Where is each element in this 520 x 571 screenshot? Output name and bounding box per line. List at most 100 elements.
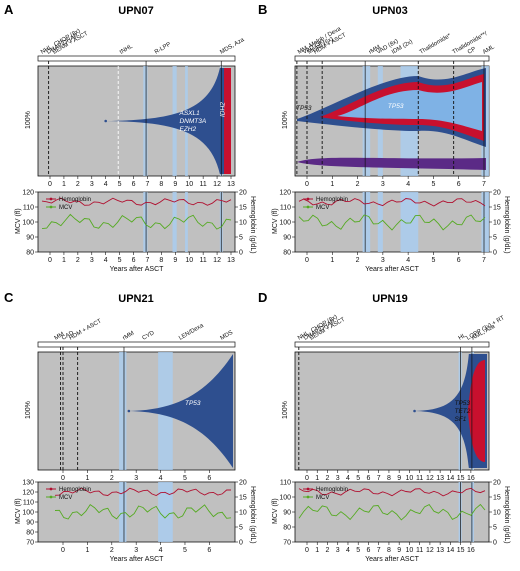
clone-origin — [104, 119, 107, 123]
lab-x-tick-label: 4 — [346, 547, 350, 554]
lab-x-tick-label: 13 — [436, 547, 444, 554]
lab-x-tick-label: 4 — [406, 257, 410, 264]
gene-label: TP53 — [388, 103, 404, 110]
lab-treatment-band — [172, 192, 177, 252]
hemoglobin-line — [298, 487, 486, 497]
ylabel-right: Hemoglobin (g/dL) — [503, 196, 510, 254]
clone-origin — [127, 409, 131, 413]
panel-letter: B — [258, 2, 267, 17]
lab-x-tick-label: 2 — [110, 547, 114, 554]
xlabel: Years after ASCT — [365, 266, 420, 273]
legend-mcv-dot — [306, 495, 310, 499]
lab-x-tick-label: 3 — [381, 257, 385, 264]
y-tick-label-right: 15 — [239, 205, 247, 212]
legend-mcv-dot — [49, 205, 53, 209]
event-bar — [37, 341, 236, 348]
y-tick-label-right: 15 — [493, 495, 501, 502]
x-tick-label: 9 — [397, 475, 401, 482]
y-tick-label-left: 80 — [283, 250, 291, 257]
y-tick-label-right: 0 — [239, 250, 243, 257]
legend-mcv: MCV — [59, 495, 72, 501]
clone-1 — [414, 354, 487, 468]
hemoglobin-line — [41, 197, 232, 206]
x-tick-label: 6 — [207, 475, 211, 482]
lab-x-tick-label: 13 — [227, 257, 235, 264]
event-bar — [294, 341, 490, 348]
lab-treatment-band — [185, 192, 188, 252]
y-tick-label-right: 0 — [493, 250, 497, 257]
lab-x-tick-label: 0 — [305, 257, 309, 264]
lab-x-tick-label: 16 — [467, 547, 475, 554]
y-tick-label-left: 110 — [280, 205, 291, 212]
x-tick-label: 12 — [213, 181, 221, 188]
x-tick-label: 2 — [76, 181, 80, 188]
gene-label: ASXL1 — [178, 110, 200, 117]
event-label: HL — [458, 332, 468, 341]
clone-1 — [105, 68, 231, 174]
y-tick-label-right: 0 — [493, 540, 497, 547]
legend-mcv-dot — [49, 495, 53, 499]
y-tick-label-right: 20 — [493, 480, 501, 487]
lab-x-tick-label: 14 — [446, 547, 454, 554]
event-label: R-LPP — [154, 42, 172, 56]
lab-x-tick-label: 4 — [104, 257, 108, 264]
panel-letter: A — [4, 2, 14, 17]
x-tick-label: 11 — [200, 181, 207, 188]
y-tick-label-right: 10 — [239, 220, 247, 227]
x-tick-label: 4 — [406, 181, 410, 188]
lab-x-tick-label: 9 — [397, 547, 401, 554]
mcv-line — [298, 503, 486, 521]
x-tick-label: 6 — [132, 181, 136, 188]
x-tick-label: 3 — [381, 181, 385, 188]
lab-x-tick-label: 7 — [482, 257, 486, 264]
x-tick-label: 7 — [482, 181, 486, 188]
lab-x-tick-label: 6 — [457, 257, 461, 264]
legend-hb-dot — [306, 487, 310, 491]
x-tick-label: 16 — [467, 475, 475, 482]
lab-x-tick-label: 5 — [431, 257, 435, 264]
lab-treatment-band — [470, 482, 474, 542]
lab-x-tick-label: 7 — [377, 547, 381, 554]
legend-hb-dot — [306, 197, 310, 201]
x-tick-label: 0 — [48, 181, 52, 188]
x-tick-label: 11 — [416, 475, 423, 482]
clone-2 — [224, 68, 231, 174]
lab-x-tick-label: 3 — [336, 547, 340, 554]
gene-label: SF1 — [454, 416, 466, 423]
lab-x-tick-label: 9 — [173, 257, 177, 264]
ylabel-right: Hemoglobin (g/dL) — [249, 486, 256, 544]
x-tick-label: 5 — [118, 181, 122, 188]
x-tick-label: 1 — [330, 181, 334, 188]
y-tick-label-right: 0 — [239, 540, 243, 547]
y-tick-label-left: 70 — [283, 540, 291, 547]
lab-x-tick-label: 1 — [85, 547, 89, 554]
x-tick-label: 5 — [356, 475, 360, 482]
y-tick-label-right: 5 — [493, 235, 497, 242]
legend-mcv: MCV — [316, 495, 329, 501]
panel-title: UPN03 — [372, 5, 407, 17]
lab-x-tick-label: 2 — [76, 257, 80, 264]
x-tick-label: 7 — [146, 181, 150, 188]
x-tick-label: 1 — [85, 475, 89, 482]
y-tick-label-right: 10 — [239, 510, 247, 517]
lab-treatment-band — [158, 482, 173, 542]
x-tick-label: 5 — [183, 475, 187, 482]
legend-hemoglobin: Hemoglobin — [316, 197, 348, 203]
lab-x-tick-label: 3 — [134, 547, 138, 554]
x-tick-label: 3 — [336, 475, 340, 482]
lab-treatment-band — [458, 482, 462, 542]
gene-label: TET2 — [454, 408, 470, 415]
lab-treatment-band — [362, 192, 371, 252]
lab-treatment-band — [400, 192, 419, 252]
lab-treatment-band — [481, 192, 490, 252]
x-tick-label: 13 — [436, 475, 444, 482]
clone-3 — [337, 82, 482, 131]
event-label: HDM + ASCT — [68, 318, 103, 341]
panel-letter: D — [258, 290, 267, 305]
x-tick-label: 9 — [173, 181, 177, 188]
lab-x-tick-label: 11 — [200, 257, 207, 264]
panel-letter: C — [4, 290, 14, 305]
ylabel-left: MCV (fl) — [272, 498, 279, 524]
event-label: rMM — [368, 45, 381, 56]
